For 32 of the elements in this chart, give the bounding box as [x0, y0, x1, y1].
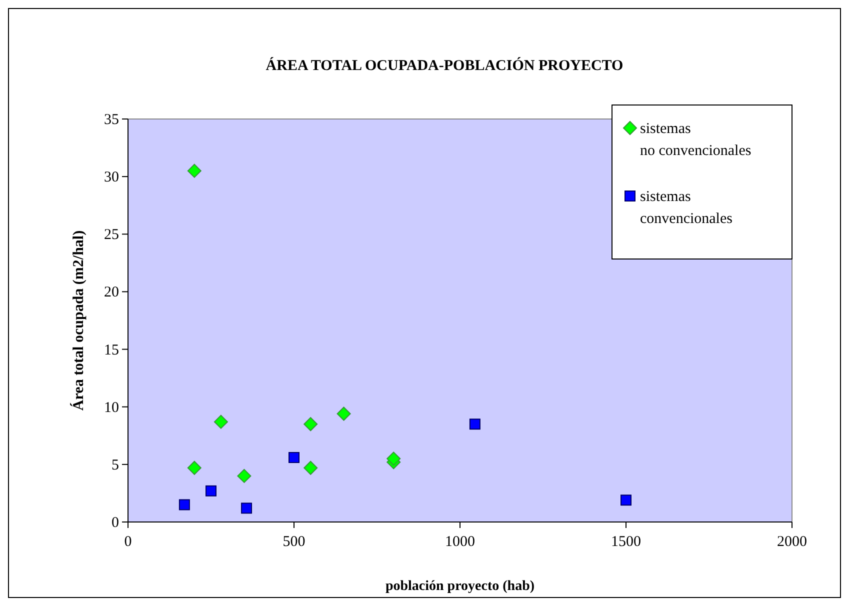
y-tick-label: 10: [104, 400, 119, 416]
x-tick-label: 1000: [445, 534, 475, 550]
point: [336, 406, 351, 421]
point: [206, 485, 216, 496]
y-tick-label: 20: [104, 284, 119, 301]
legend-label: sistemas no convencionales: [640, 121, 752, 159]
chart-title: ÁREA TOTAL OCUPADA-POBLACIÓN PROYECTO: [266, 57, 624, 74]
y-tick-label: 0: [112, 515, 119, 531]
x-tick-label: 1500: [611, 534, 641, 550]
y-tick-label: 5: [112, 457, 119, 474]
y-axis-title: Área total ocupada (m2/hal): [70, 230, 87, 411]
y-tick-label: 25: [104, 227, 119, 244]
point: [469, 418, 480, 430]
point: [304, 417, 318, 432]
point: [288, 452, 300, 464]
point: [187, 460, 202, 475]
point: [304, 460, 318, 475]
x-tick-label: 500: [282, 534, 306, 550]
point: [386, 452, 401, 466]
x-tick-label: 0: [124, 534, 132, 550]
point: [620, 494, 632, 506]
x-tick-label: 2000: [777, 534, 807, 550]
point: [241, 502, 252, 514]
point: [214, 414, 228, 429]
point: [237, 468, 252, 483]
y-tick-label: 35: [104, 112, 119, 128]
point: [187, 164, 202, 178]
point: [178, 499, 190, 510]
x-axis-title: población proyecto (hab): [385, 579, 535, 594]
legend-label: sistemas convencionales: [640, 189, 733, 227]
y-tick-label: 30: [104, 170, 119, 186]
y-tick-label: 15: [104, 342, 119, 358]
